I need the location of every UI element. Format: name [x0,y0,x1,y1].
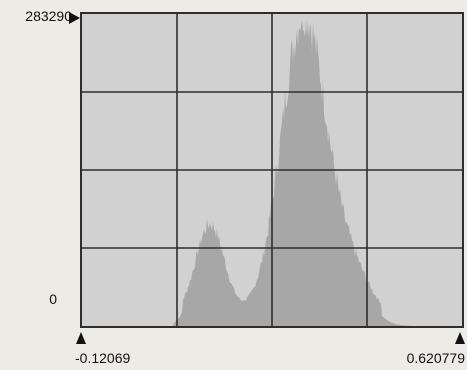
right-triangle-icon[interactable] [69,12,80,24]
histogram-area [170,20,414,326]
y-max-label: 283290 [25,8,72,24]
x-min-label: -0.12069 [75,350,131,366]
histogram-plot [80,12,464,328]
up-triangle-icon[interactable] [455,332,465,344]
y-min-label: 0 [49,291,57,307]
grid-lines [82,14,462,326]
histogram-svg [82,14,462,326]
x-max-label: 0.620779 [406,350,465,366]
up-triangle-icon[interactable] [76,332,86,344]
